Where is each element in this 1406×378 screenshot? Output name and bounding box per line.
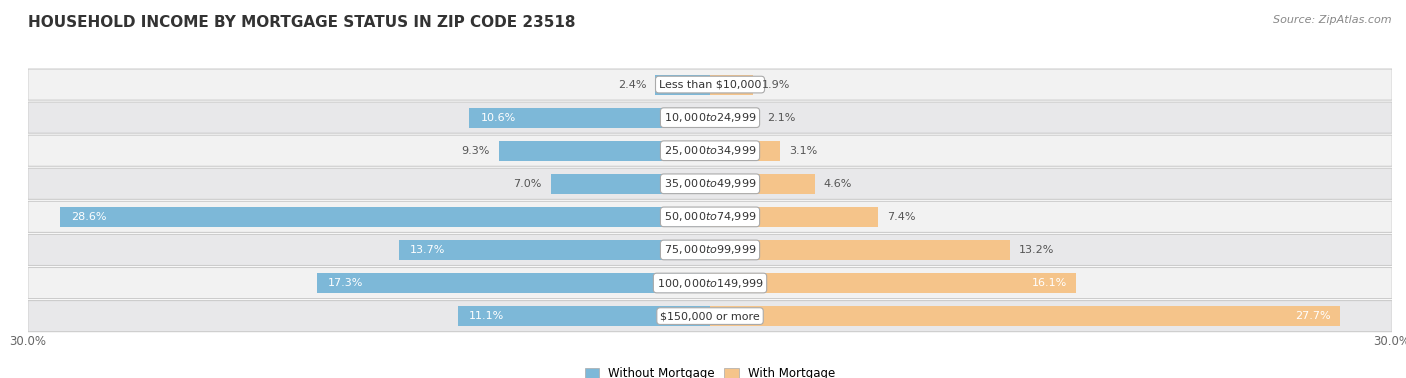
Bar [399, 240, 710, 260]
Bar [710, 108, 758, 128]
Text: 1.9%: 1.9% [762, 80, 790, 90]
Bar [710, 273, 1076, 293]
Text: Source: ZipAtlas.com: Source: ZipAtlas.com [1274, 15, 1392, 25]
Bar [458, 306, 710, 326]
Text: 4.6%: 4.6% [824, 179, 852, 189]
Text: 7.0%: 7.0% [513, 179, 541, 189]
Bar [710, 240, 1010, 260]
FancyBboxPatch shape [28, 234, 1392, 265]
Bar [499, 141, 710, 161]
Text: $100,000 to $149,999: $100,000 to $149,999 [657, 277, 763, 290]
Text: 2.1%: 2.1% [766, 113, 796, 122]
Text: $150,000 or more: $150,000 or more [661, 311, 759, 321]
Text: 10.6%: 10.6% [481, 113, 516, 122]
Text: HOUSEHOLD INCOME BY MORTGAGE STATUS IN ZIP CODE 23518: HOUSEHOLD INCOME BY MORTGAGE STATUS IN Z… [28, 15, 575, 30]
Bar [316, 273, 710, 293]
Bar [551, 174, 710, 194]
Bar [710, 174, 814, 194]
Text: $35,000 to $49,999: $35,000 to $49,999 [664, 177, 756, 190]
Text: 11.1%: 11.1% [470, 311, 505, 321]
Text: 16.1%: 16.1% [1032, 278, 1067, 288]
Bar [655, 75, 710, 94]
Legend: Without Mortgage, With Mortgage: Without Mortgage, With Mortgage [581, 363, 839, 378]
Text: 13.2%: 13.2% [1019, 245, 1054, 255]
FancyBboxPatch shape [28, 268, 1392, 299]
Text: $50,000 to $74,999: $50,000 to $74,999 [664, 211, 756, 223]
Text: 9.3%: 9.3% [461, 146, 489, 156]
Text: 7.4%: 7.4% [887, 212, 915, 222]
Bar [710, 75, 754, 94]
Bar [710, 141, 780, 161]
Bar [710, 207, 879, 227]
FancyBboxPatch shape [28, 102, 1392, 133]
Text: Less than $10,000: Less than $10,000 [659, 80, 761, 90]
Bar [470, 108, 710, 128]
Bar [710, 306, 1340, 326]
FancyBboxPatch shape [28, 135, 1392, 166]
Text: 27.7%: 27.7% [1295, 311, 1330, 321]
Bar [60, 207, 710, 227]
Text: 28.6%: 28.6% [72, 212, 107, 222]
FancyBboxPatch shape [28, 168, 1392, 199]
Text: 3.1%: 3.1% [790, 146, 818, 156]
Text: 13.7%: 13.7% [411, 245, 446, 255]
Text: 17.3%: 17.3% [328, 278, 364, 288]
Text: $75,000 to $99,999: $75,000 to $99,999 [664, 243, 756, 256]
Text: 2.4%: 2.4% [617, 80, 647, 90]
Text: $10,000 to $24,999: $10,000 to $24,999 [664, 111, 756, 124]
FancyBboxPatch shape [28, 301, 1392, 332]
Text: $25,000 to $34,999: $25,000 to $34,999 [664, 144, 756, 157]
FancyBboxPatch shape [28, 201, 1392, 232]
FancyBboxPatch shape [28, 69, 1392, 100]
